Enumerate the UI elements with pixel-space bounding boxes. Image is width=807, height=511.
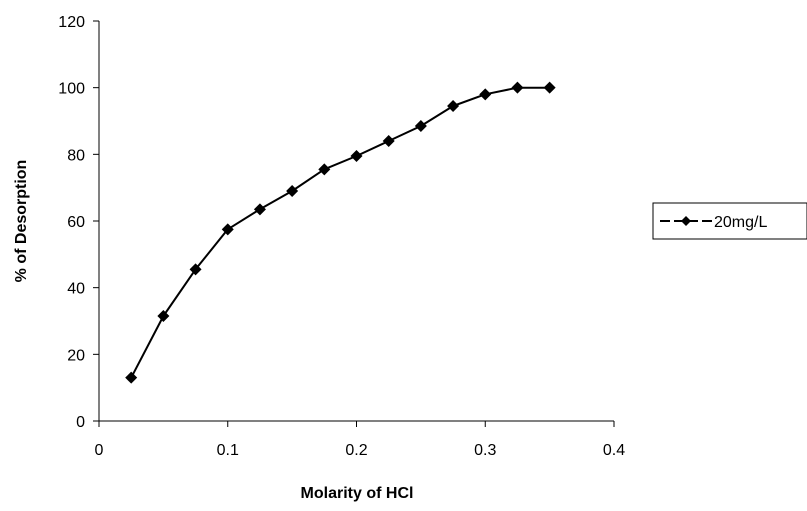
- data-point: [221, 223, 234, 236]
- series: [125, 81, 556, 384]
- legend-marker: [681, 216, 691, 226]
- y-axis-title: % of Desorption: [13, 160, 30, 283]
- data-point: [511, 81, 524, 94]
- data-point: [189, 263, 202, 276]
- legend: 20mg/L: [652, 202, 807, 240]
- legend-label: 20mg/L: [714, 214, 767, 231]
- y-tick-label: 60: [67, 214, 85, 231]
- data-point: [286, 185, 299, 197]
- data-point: [543, 81, 556, 94]
- data-point: [414, 120, 427, 132]
- y-tick-label: 0: [76, 414, 85, 431]
- x-tick-label: 0.1: [217, 442, 239, 459]
- axes: [98, 21, 614, 422]
- x-tick-label: 0.2: [345, 442, 367, 459]
- data-point: [382, 135, 395, 147]
- data-point: [318, 163, 331, 176]
- y-tick-label: 120: [58, 14, 85, 31]
- y-tick-label: 80: [67, 147, 85, 164]
- data-point: [479, 88, 492, 101]
- y-tick-label: 20: [67, 347, 85, 364]
- data-point: [157, 310, 170, 322]
- data-point: [447, 100, 460, 112]
- x-tick-label: 0: [95, 442, 104, 459]
- x-axis-title: Molarity of HCl: [301, 485, 414, 502]
- x-tick-label: 0.3: [474, 442, 496, 459]
- data-point: [253, 203, 266, 216]
- axis-ticks: 0 20 40 60 80 100 120 0 0.1 0.2 0.3 0.4: [58, 14, 625, 459]
- x-tick-label: 0.4: [603, 442, 625, 459]
- data-point: [125, 371, 138, 384]
- y-tick-label: 100: [58, 81, 85, 98]
- series-line: [130, 86, 550, 379]
- y-tick-label: 40: [67, 281, 85, 298]
- data-point: [350, 150, 363, 162]
